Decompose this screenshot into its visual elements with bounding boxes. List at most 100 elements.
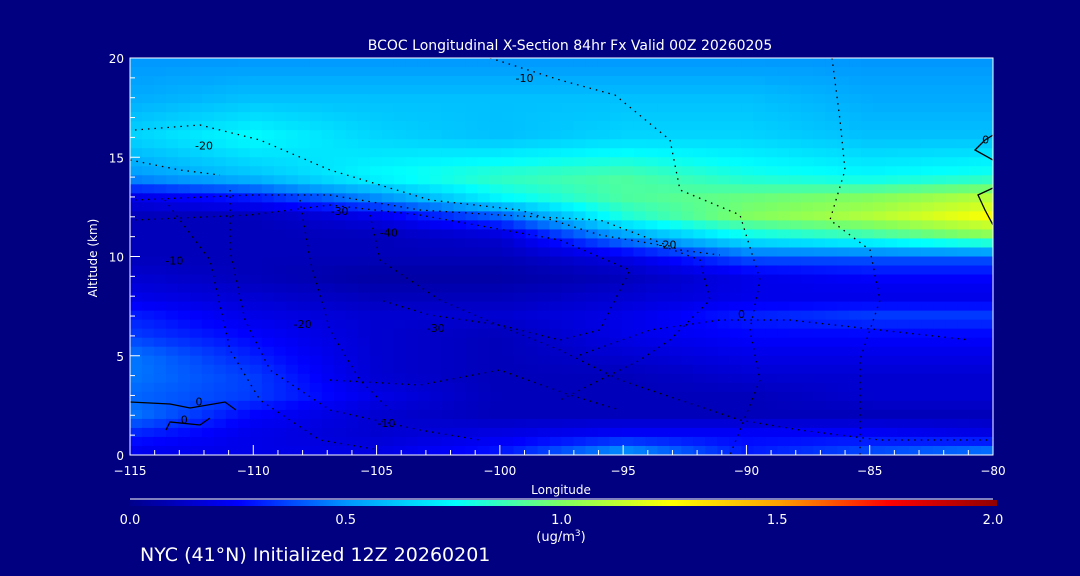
- heatmap-cell: [705, 274, 718, 285]
- heatmap-cell: [369, 319, 383, 330]
- heatmap-cell: [405, 436, 419, 447]
- heatmap-cell: [837, 67, 850, 77]
- contour-line: [829, 58, 881, 455]
- heatmap-cell: [153, 283, 167, 294]
- heatmap-cell: [165, 391, 179, 402]
- heatmap-cell: [405, 256, 419, 267]
- heatmap-cell: [825, 310, 838, 321]
- heatmap-cell: [357, 355, 371, 366]
- heatmap-cell: [249, 400, 263, 411]
- heatmap-cell: [549, 418, 563, 429]
- heatmap-cell: [573, 409, 587, 420]
- heatmap-cell: [153, 238, 167, 249]
- heatmap-cell: [345, 103, 359, 113]
- heatmap-cell: [273, 373, 287, 384]
- heatmap-cell: [249, 427, 263, 438]
- heatmap-cell: [801, 238, 814, 249]
- heatmap-cell: [969, 247, 982, 258]
- heatmap-cell: [621, 220, 635, 231]
- heatmap-cell: [369, 112, 383, 122]
- heatmap-cell: [705, 328, 718, 339]
- heatmap-cell: [585, 427, 599, 438]
- heatmap-cell: [130, 76, 143, 86]
- heatmap-cell: [729, 328, 742, 339]
- heatmap-cell: [945, 58, 958, 68]
- heatmap-cell: [585, 373, 599, 384]
- heatmap-cell: [621, 175, 635, 185]
- heatmap-cell: [309, 175, 323, 185]
- heatmap-cell: [333, 247, 347, 258]
- chart-title: BCOC Longitudinal X-Section 84hr Fx Vali…: [368, 38, 772, 54]
- heatmap-cell: [981, 58, 993, 68]
- heatmap-cell: [621, 373, 635, 384]
- heatmap-cell: [501, 67, 515, 77]
- heatmap-cell: [213, 373, 227, 384]
- heatmap-cell: [130, 301, 143, 312]
- heatmap-cell: [669, 427, 682, 438]
- heatmap-cell: [957, 382, 970, 393]
- heatmap-cell: [357, 283, 371, 294]
- heatmap-cell: [753, 292, 766, 303]
- heatmap-cell: [669, 265, 682, 276]
- heatmap-cell: [945, 427, 958, 438]
- heatmap-cell: [405, 418, 419, 429]
- heatmap-cell: [429, 247, 443, 258]
- heatmap-cell: [861, 211, 874, 222]
- heatmap-cell: [489, 130, 503, 140]
- heatmap-cell: [405, 382, 419, 393]
- heatmap-cell: [921, 175, 934, 185]
- heatmap-cell: [717, 436, 730, 447]
- heatmap-cell: [597, 445, 611, 455]
- heatmap-cell: [825, 85, 838, 95]
- heatmap-cell: [933, 265, 946, 276]
- heatmap-cell: [705, 400, 718, 411]
- heatmap-cell: [825, 229, 838, 240]
- heatmap-cell: [921, 139, 934, 149]
- heatmap-cell: [453, 67, 467, 77]
- heatmap-cell: [969, 112, 982, 122]
- heatmap-cell: [333, 94, 347, 104]
- heatmap-cell: [849, 265, 862, 276]
- heatmap-cell: [633, 436, 647, 447]
- heatmap-cell: [273, 184, 287, 194]
- heatmap-cell: [981, 274, 993, 285]
- heatmap-cell: [861, 256, 874, 267]
- heatmap-cell: [549, 112, 563, 122]
- heatmap-cell: [225, 67, 239, 77]
- heatmap-cell: [669, 346, 682, 357]
- heatmap-cell: [201, 94, 215, 104]
- heatmap-cell: [489, 310, 503, 321]
- heatmap-cell: [645, 184, 658, 194]
- heatmap-cell: [849, 166, 862, 176]
- heatmap-cell: [405, 175, 419, 185]
- heatmap-cell: [813, 382, 826, 393]
- heatmap-cell: [501, 265, 515, 276]
- heatmap-cell: [429, 157, 443, 167]
- heatmap-cell: [417, 382, 431, 393]
- contour-line: [489, 58, 761, 455]
- heatmap-cell: [225, 76, 239, 86]
- heatmap-cell: [861, 445, 874, 455]
- heatmap-cell: [681, 85, 694, 95]
- heatmap-cell: [981, 220, 993, 231]
- heatmap-cell: [141, 193, 155, 203]
- heatmap-cell: [429, 139, 443, 149]
- heatmap-cell: [969, 409, 982, 420]
- heatmap-cell: [525, 103, 539, 113]
- heatmap-cell: [909, 373, 922, 384]
- heatmap-cell: [873, 112, 886, 122]
- heatmap-cell: [465, 274, 479, 285]
- heatmap-cell: [429, 94, 443, 104]
- heatmap-cell: [441, 328, 455, 339]
- heatmap-cell: [513, 85, 527, 95]
- heatmap-cell: [717, 148, 730, 158]
- heatmap-cell: [441, 94, 455, 104]
- heatmap-cell: [477, 211, 491, 222]
- heatmap-cell: [957, 220, 970, 231]
- heatmap-cell: [933, 211, 946, 222]
- heatmap-cell: [273, 274, 287, 285]
- heatmap-cell: [897, 382, 910, 393]
- heatmap-cell: [573, 364, 587, 375]
- heatmap-cell: [741, 382, 754, 393]
- heatmap-cell: [189, 58, 203, 68]
